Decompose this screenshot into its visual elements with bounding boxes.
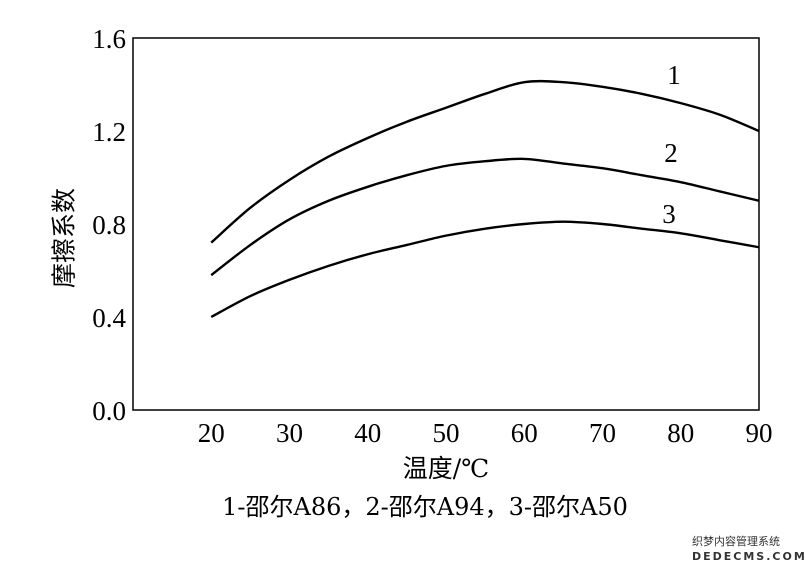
plot-frame [132, 37, 760, 411]
y-axis-label: 摩擦系数 [50, 188, 79, 288]
y-tick-label: 1.2 [92, 117, 126, 147]
x-tick-labels: 20 30 40 50 60 70 80 90 [198, 418, 773, 448]
series-label-2: 2 [664, 138, 678, 168]
x-axis-label: 温度/℃ [403, 454, 489, 483]
x-tick-label: 60 [511, 418, 538, 448]
x-tick-label: 70 [589, 418, 616, 448]
x-tick-label: 50 [433, 418, 460, 448]
y-tick-labels: 0.0 0.4 0.8 1.2 1.6 [92, 24, 126, 426]
y-tick-label: 0.0 [92, 396, 126, 426]
series-line-1 [210, 79, 760, 244]
watermark-line1: 织梦内容管理系统 [692, 535, 780, 548]
series-label-3: 3 [662, 199, 676, 229]
x-tick-label: 30 [276, 418, 303, 448]
watermark: 织梦内容管理系统 DEDECMS.COM [692, 534, 806, 564]
y-tick-label: 0.4 [92, 303, 126, 333]
x-tick-label: 90 [746, 418, 773, 448]
series-label-1: 1 [667, 60, 681, 90]
x-tick-label: 20 [198, 418, 225, 448]
chart-caption: 1-邵尔A86，2-邵尔A94，3-邵尔A50 [222, 493, 628, 521]
watermark-line2: DEDECMS.COM [692, 550, 806, 563]
y-tick-label: 0.8 [92, 210, 126, 240]
series-line-3 [210, 220, 760, 319]
series-lines [210, 79, 760, 319]
series-line-2 [210, 157, 760, 277]
x-tick-label: 80 [667, 418, 694, 448]
x-tick-label: 40 [354, 418, 381, 448]
series-labels: 1 2 3 [662, 60, 681, 229]
y-tick-label: 1.6 [92, 24, 126, 54]
